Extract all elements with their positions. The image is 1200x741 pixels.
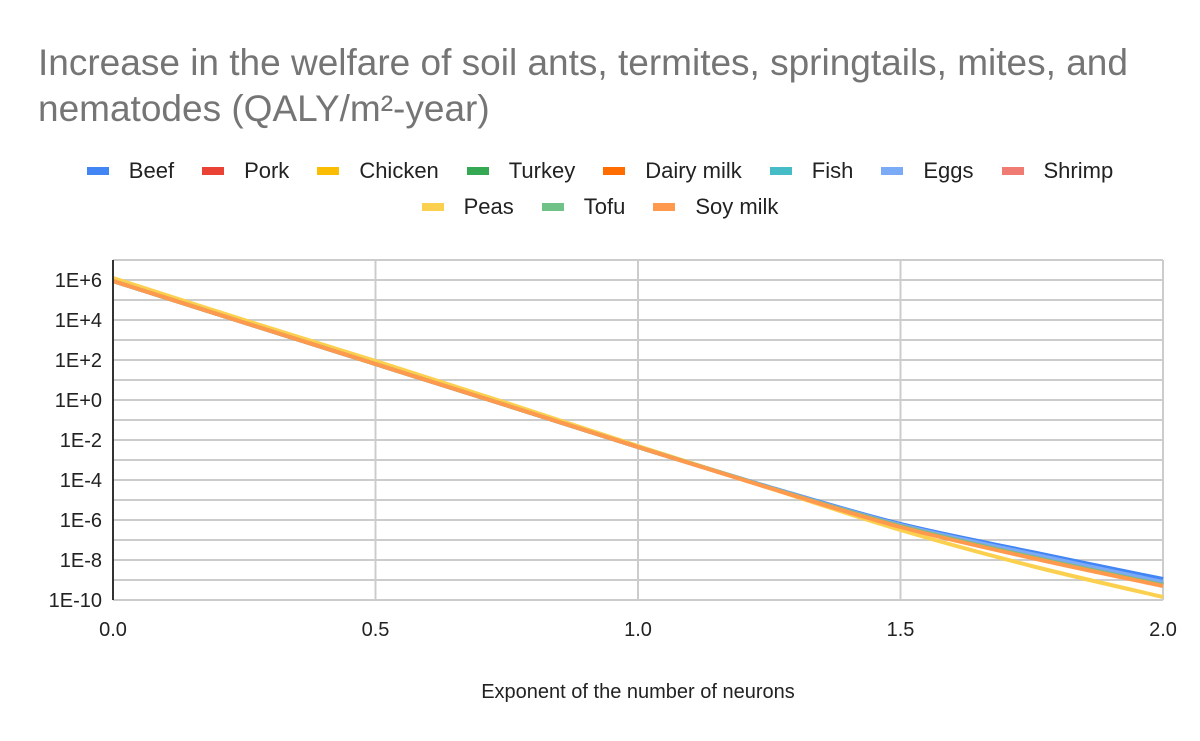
legend-swatch — [202, 167, 225, 175]
legend-row-2: Peas Tofu Soy milk — [0, 194, 1200, 220]
y-tick-label: 1E-10 — [49, 590, 102, 612]
legend-row-1: Beef Pork Chicken Turkey Dairy milk Fish Eggs S… — [0, 158, 1200, 184]
legend-label: Pork — [244, 158, 290, 183]
legend-label: Shrimp — [1043, 158, 1114, 183]
series-lines — [112, 276, 1164, 599]
series-line-soy-milk[interactable] — [112, 279, 1164, 588]
legend-item-dairy-milk[interactable]: Dairy milk — [603, 158, 742, 184]
y-axis-ticks: 1E+6 1E+4 1E+2 1E+0 1E-2 1E-4 1E-6 1E-8 1E-10 — [49, 270, 102, 612]
x-axis-ticks: 0.0 0.5 1.0 1.5 2.0 — [99, 619, 1177, 641]
legend-item-eggs[interactable]: Eggs — [881, 158, 974, 184]
y-tick-label: 1E+2 — [55, 350, 102, 372]
legend-label: Tofu — [583, 194, 626, 219]
y-tick-label: 1E+4 — [55, 310, 102, 332]
legend-item-peas[interactable]: Peas — [421, 194, 514, 220]
legend-label: Soy milk — [695, 194, 779, 219]
x-tick-label: 2.0 — [1149, 619, 1177, 641]
legend-item-beef[interactable]: Beef — [86, 158, 175, 184]
x-tick-label: 0.0 — [99, 619, 127, 641]
x-axis-label: Exponent of the number of neurons — [481, 681, 795, 703]
legend-swatch — [466, 167, 489, 175]
legend-swatch — [769, 167, 792, 175]
legend-swatch — [317, 167, 340, 175]
legend-item-pork[interactable]: Pork — [202, 158, 289, 184]
y-tick-label: 1E+6 — [55, 270, 102, 292]
legend-item-soy-milk[interactable]: Soy milk — [653, 194, 778, 220]
legend-label: Dairy milk — [645, 158, 742, 183]
legend-item-fish[interactable]: Fish — [769, 158, 854, 184]
legend-label: Turkey — [508, 158, 576, 183]
legend-swatch — [1001, 167, 1024, 175]
legend-swatch — [421, 203, 444, 211]
legend-swatch — [541, 203, 564, 211]
y-tick-label: 1E-8 — [60, 550, 102, 572]
y-tick-label: 1E+0 — [55, 390, 102, 412]
legend-swatch — [653, 203, 676, 211]
legend-item-shrimp[interactable]: Shrimp — [1001, 158, 1114, 184]
legend-item-turkey[interactable]: Turkey — [466, 158, 576, 184]
legend-swatch — [86, 167, 109, 175]
legend-swatch — [603, 167, 626, 175]
legend-label: Fish — [811, 158, 854, 183]
y-tick-label: 1E-4 — [60, 470, 102, 492]
y-tick-label: 1E-6 — [60, 510, 102, 532]
legend-item-tofu[interactable]: Tofu — [541, 194, 626, 220]
x-tick-label: 1.5 — [887, 619, 915, 641]
x-tick-label: 0.5 — [362, 619, 390, 641]
legend-swatch — [881, 167, 904, 175]
gridlines — [112, 259, 1164, 601]
legend-label: Eggs — [923, 158, 974, 183]
x-tick-label: 1.0 — [624, 619, 652, 641]
legend-label: Beef — [128, 158, 175, 183]
legend-label: Peas — [463, 194, 514, 219]
legend-item-chicken[interactable]: Chicken — [317, 158, 439, 184]
chart-title: Increase in the welfare of soil ants, te… — [38, 42, 1128, 129]
legend-label: Chicken — [359, 158, 439, 183]
y-tick-label: 1E-2 — [60, 430, 102, 452]
